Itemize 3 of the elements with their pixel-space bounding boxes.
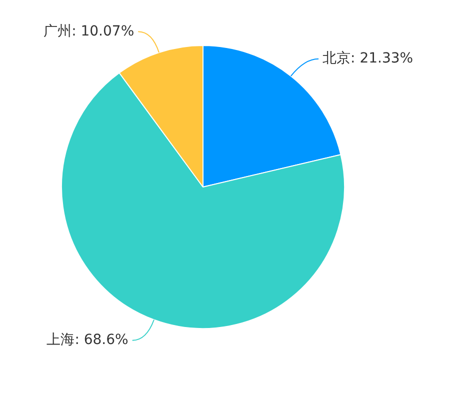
- slice-label: 北京: 21.33%: [322, 50, 414, 66]
- slice-label: 上海: 68.6%: [46, 332, 128, 348]
- slice-label: 广州: 10.07%: [44, 23, 134, 40]
